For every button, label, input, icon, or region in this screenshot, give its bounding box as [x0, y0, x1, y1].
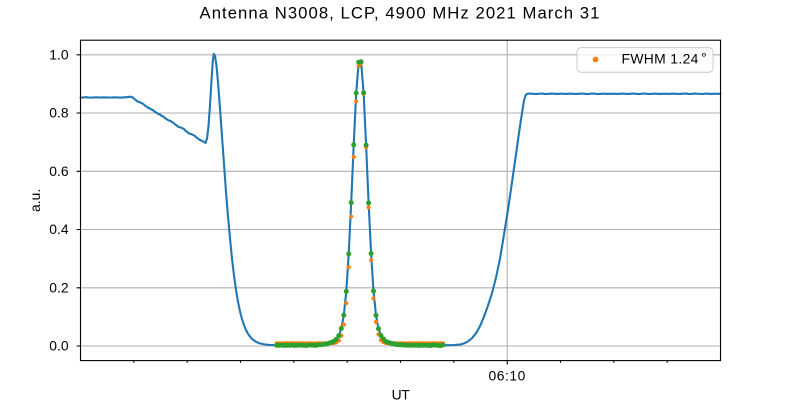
svg-text:FWHM 1.24°: FWHM 1.24 ° [622, 49, 708, 66]
svg-text:0.2: 0.2 [49, 279, 69, 295]
svg-text:0.0: 0.0 [49, 338, 69, 354]
svg-text:06:10: 06:10 [488, 367, 526, 383]
svg-text:0.6: 0.6 [49, 163, 69, 179]
svg-text:0.4: 0.4 [49, 221, 69, 237]
svg-text:UT: UT [392, 386, 411, 400]
svg-text:0.8: 0.8 [49, 105, 69, 121]
svg-text:a.u.: a.u. [27, 189, 43, 212]
svg-text:1.0: 1.0 [49, 46, 69, 62]
svg-text:Antenna N3008, LCP, 4900 MHz 2: Antenna N3008, LCP, 4900 MHz 2021 March … [200, 3, 601, 22]
